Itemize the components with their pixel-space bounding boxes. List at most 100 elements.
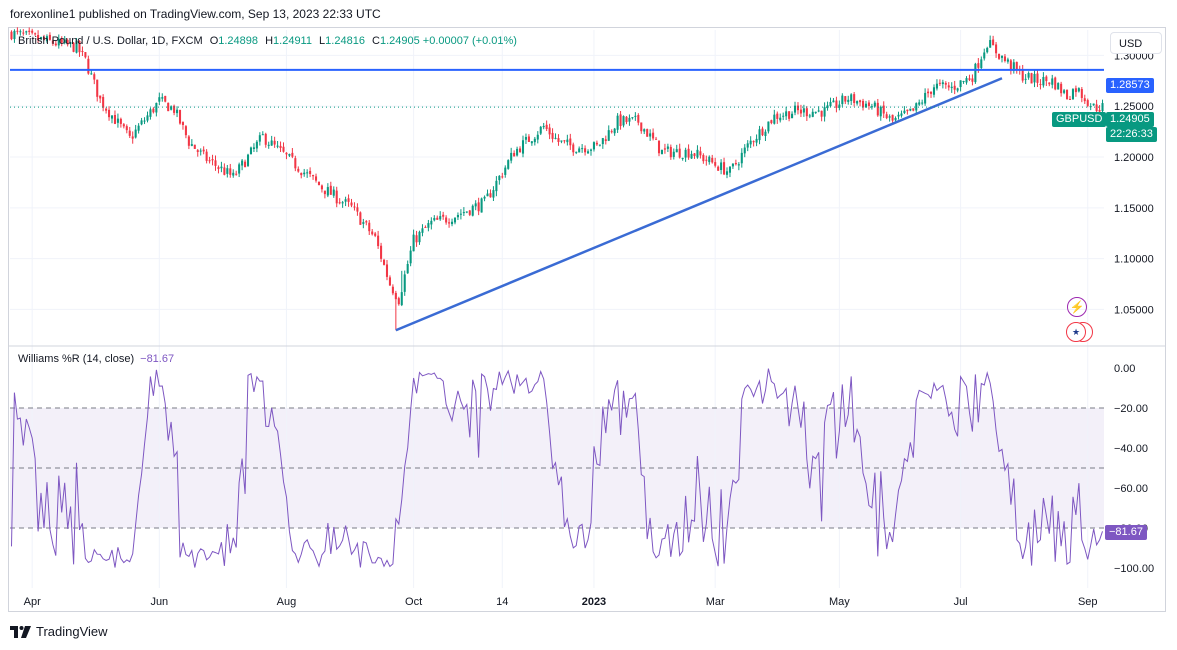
candle-body xyxy=(178,109,182,124)
wr-tick-label: −100.00 xyxy=(1114,563,1154,575)
high-value: 1.24911 xyxy=(273,35,312,47)
candle-body xyxy=(374,233,377,236)
candle-body xyxy=(838,104,841,108)
candle-body xyxy=(1045,76,1048,82)
candle-body xyxy=(173,105,176,113)
candle-body xyxy=(782,115,785,117)
candle-body xyxy=(439,216,442,220)
candle-body xyxy=(436,217,439,220)
candle-body xyxy=(974,63,977,83)
candle-body xyxy=(779,117,782,121)
candle-body xyxy=(764,131,767,137)
candle-body xyxy=(31,30,34,33)
candle-body xyxy=(829,101,832,107)
candle-body xyxy=(459,213,462,215)
candle-body xyxy=(442,214,445,217)
candle-body xyxy=(717,166,720,171)
candle-body xyxy=(959,80,962,88)
candle-body xyxy=(134,129,137,138)
candle-body xyxy=(808,115,811,117)
candle-body xyxy=(950,86,953,89)
candle-body xyxy=(598,144,601,146)
candle-body xyxy=(217,167,220,169)
candle-body xyxy=(770,120,773,124)
candle-body xyxy=(69,42,72,44)
symbol-tag: GBPUSD xyxy=(1052,112,1107,127)
indicator-value: −81.67 xyxy=(140,353,175,365)
candle-body xyxy=(841,95,844,105)
lightning-icon[interactable]: ⚡ xyxy=(1067,297,1087,317)
candle-body xyxy=(400,292,403,306)
open-label: O xyxy=(209,35,219,47)
candle-body xyxy=(1089,106,1092,108)
candle-body xyxy=(882,105,885,114)
candle-body xyxy=(341,202,344,204)
candle-body xyxy=(391,286,394,294)
time-tick-label: Jul xyxy=(954,596,968,608)
candle-body xyxy=(847,99,850,102)
candle-body xyxy=(646,129,649,137)
candle-body xyxy=(805,108,808,117)
candle-body xyxy=(105,108,108,111)
candle-body xyxy=(575,151,578,153)
symbol-legend[interactable]: British Pound / U.S. Dollar, 1D, FXCM O1… xyxy=(18,35,517,47)
candle-body xyxy=(501,176,504,178)
candle-body xyxy=(72,42,75,52)
price-tick-label: 1.20000 xyxy=(1114,152,1154,164)
wr-tick-label: 0.00 xyxy=(1114,363,1135,375)
candle-body xyxy=(258,135,261,142)
candle-body xyxy=(527,136,530,142)
candle-body xyxy=(57,38,60,46)
candle-body xyxy=(820,110,823,117)
candle-body xyxy=(912,108,915,111)
candle-body xyxy=(1054,77,1057,90)
candle-body xyxy=(427,223,430,228)
indicator-legend[interactable]: Williams %R (14, close) −81.67 xyxy=(18,353,174,365)
candle-body xyxy=(983,52,986,59)
close-label: C xyxy=(372,35,380,47)
candle-body xyxy=(232,172,235,176)
candle-body xyxy=(672,151,675,157)
candle-body xyxy=(99,95,102,99)
candle-body xyxy=(634,115,637,117)
candle-body xyxy=(589,149,593,151)
candle-body xyxy=(1015,61,1018,70)
candle-body xyxy=(613,128,616,134)
candle-body xyxy=(1021,69,1024,81)
candle-body xyxy=(320,185,323,190)
candle-body xyxy=(238,164,241,174)
candle-body xyxy=(323,190,326,195)
candle-body xyxy=(359,212,362,225)
candle-body xyxy=(649,133,652,137)
currency-button[interactable]: USD xyxy=(1110,32,1162,54)
candle-body xyxy=(282,146,285,152)
us-flag-icon[interactable]: ★ xyxy=(1066,322,1086,342)
candle-body xyxy=(81,51,84,53)
candle-body xyxy=(110,115,114,119)
time-tick-label: Oct xyxy=(405,596,422,608)
time-tick-label: May xyxy=(829,596,850,608)
support-trendline xyxy=(395,77,1003,332)
candle-body xyxy=(539,126,542,134)
candle-body xyxy=(879,106,882,117)
candle-body xyxy=(451,221,454,225)
candle-body xyxy=(137,125,140,131)
candle-body xyxy=(498,175,501,181)
candle-body xyxy=(317,181,321,186)
candle-body xyxy=(37,34,40,41)
candle-body xyxy=(625,116,628,123)
candle-body xyxy=(480,198,483,213)
candle-body xyxy=(725,171,729,175)
candle-body xyxy=(935,83,938,89)
candle-body xyxy=(731,163,734,167)
candle-body xyxy=(607,130,610,141)
candle-body xyxy=(403,274,406,292)
footer-brand[interactable]: TradingView xyxy=(10,624,108,639)
candle-body xyxy=(1074,88,1077,93)
candle-body xyxy=(338,202,341,204)
candle-body xyxy=(448,222,451,224)
candle-body xyxy=(433,218,436,221)
candle-body xyxy=(13,30,16,40)
candle-body xyxy=(711,157,714,163)
